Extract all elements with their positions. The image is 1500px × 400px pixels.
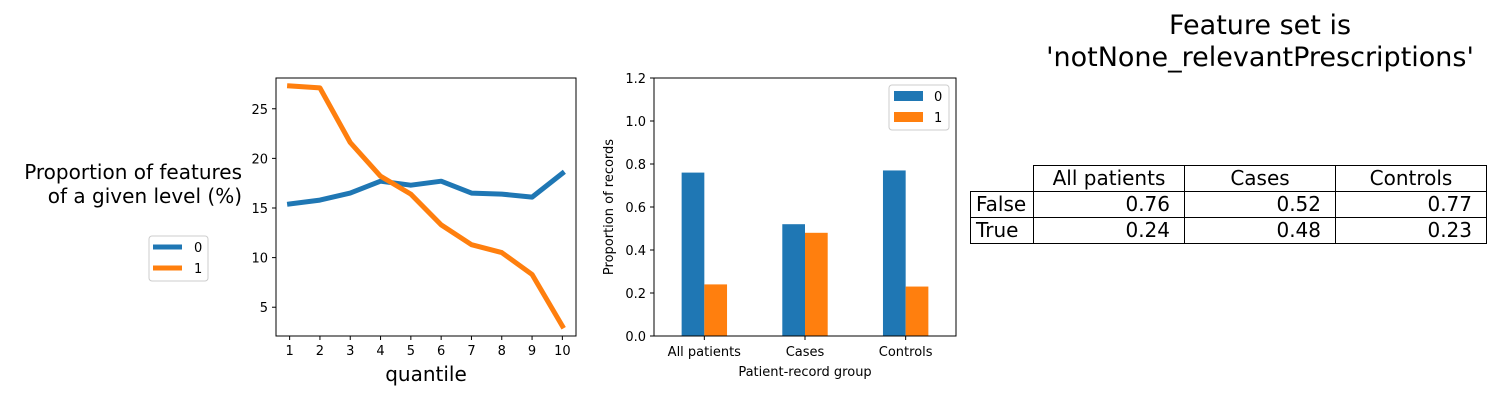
- bar-0: [782, 224, 805, 336]
- line-chart-y-axis-label: Proportion of features of a given level …: [0, 160, 242, 208]
- y-tick-label: 1.2: [625, 72, 646, 87]
- y-axis-label-line-2: of a given level (%): [47, 184, 242, 208]
- legend-swatch-0: [894, 91, 923, 101]
- plot-frame: [275, 77, 577, 337]
- x-tick-label: 9: [528, 344, 536, 359]
- y-tick-label: 0.2: [625, 287, 646, 302]
- y-tick-label: 10: [251, 252, 268, 267]
- table-cell: 0.24: [1033, 217, 1185, 244]
- quantile-line-chart: 1 2 3 4 5 6 7 8 9 10 5 10 15 20 25 quantile: [251, 77, 577, 386]
- table-cell: 0.52: [1184, 191, 1336, 218]
- y-tick-label: 0.0: [625, 330, 646, 345]
- record-group-bar-chart: All patients Cases Controls 0.0 0.2 0.4 0.6 0.8…: [602, 72, 957, 380]
- table-header-cell: Controls: [1335, 165, 1487, 192]
- y-tick-label: 0.6: [625, 201, 646, 216]
- y-tick-label: 1.0: [625, 115, 646, 130]
- x-tick-label: 4: [376, 344, 384, 359]
- x-tick-label: Cases: [786, 345, 825, 360]
- table-row: False 0.76 0.52 0.77: [970, 191, 1487, 218]
- legend-label: 0: [194, 241, 202, 256]
- line-chart-legend: 01: [148, 235, 209, 282]
- table-title: Feature set is 'notNone_relevantPrescrip…: [1000, 10, 1500, 74]
- table-cell: 0.23: [1335, 217, 1487, 244]
- series-line-1: [286, 83, 566, 330]
- table-header-cell: Cases: [1184, 165, 1336, 192]
- y-tick-label: 0.4: [625, 244, 646, 259]
- table-row-label: True: [970, 217, 1034, 244]
- table-header-cell: All patients: [1033, 165, 1185, 192]
- y-tick-label: 15: [251, 202, 268, 217]
- legend-swatch-1: [894, 112, 923, 122]
- x-tick-label: All patients: [668, 345, 742, 360]
- table-cell: 0.48: [1184, 217, 1336, 244]
- x-tick-label: 3: [346, 344, 354, 359]
- x-tick-label: 6: [437, 344, 445, 359]
- table-header-row: All patients Cases Controls: [970, 165, 1487, 192]
- legend-label: 1: [934, 111, 942, 126]
- y-axis-label-line-1: Proportion of features: [24, 160, 242, 184]
- x-tick-label: 5: [407, 344, 415, 359]
- table-cell: 0.76: [1033, 191, 1185, 218]
- x-tick-label: 10: [554, 344, 571, 359]
- table-title-line-1: Feature set is: [1168, 10, 1352, 41]
- y-axis-label: Proportion of records: [602, 139, 617, 275]
- x-axis-label: quantile: [385, 362, 467, 386]
- bar-1: [905, 286, 929, 336]
- proportion-table: All patients Cases Controls False 0.76 0…: [970, 165, 1487, 244]
- y-tick-label: 25: [251, 103, 268, 118]
- bar-0: [882, 170, 906, 336]
- bar-1: [704, 284, 728, 336]
- legend-label: 0: [934, 90, 942, 105]
- x-tick-label: 8: [498, 344, 506, 359]
- y-tick-label: 20: [251, 152, 268, 167]
- table-title-line-2: 'notNone_relevantPrescriptions': [1046, 42, 1474, 73]
- legend-label: 1: [194, 262, 202, 277]
- table-corner-cell: [970, 165, 1034, 192]
- y-tick-label: 5: [260, 301, 268, 316]
- x-tick-label: 7: [467, 344, 475, 359]
- table-cell: 0.77: [1335, 191, 1487, 218]
- x-tick-label: Controls: [879, 345, 933, 360]
- x-tick-label: 2: [316, 344, 324, 359]
- series-line-0: [286, 169, 566, 207]
- table-row: True 0.24 0.48 0.23: [970, 217, 1487, 244]
- bar-1: [805, 232, 828, 336]
- bar-0: [681, 172, 705, 336]
- x-axis-label: Patient-record group: [738, 365, 871, 380]
- table-row-label: False: [970, 191, 1034, 218]
- y-tick-label: 0.8: [625, 158, 646, 173]
- x-tick-label: 1: [285, 344, 293, 359]
